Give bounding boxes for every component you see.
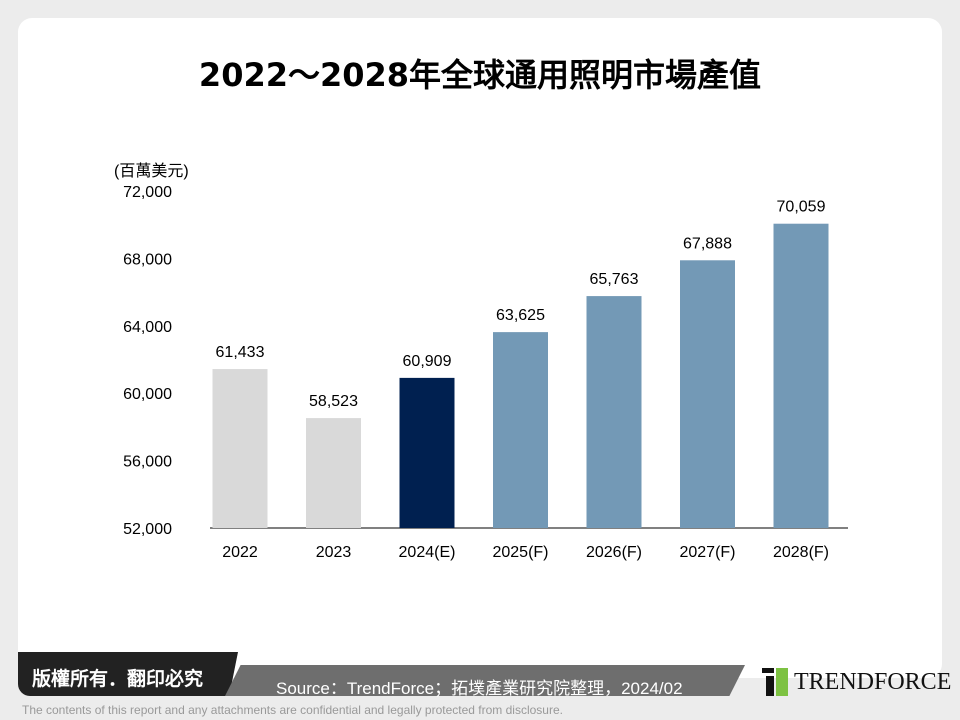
bar-2025(F) xyxy=(493,332,548,528)
bar-2023 xyxy=(306,418,361,528)
source-text: Source：TrendForce；拓墣產業研究院整理，2024/02 xyxy=(276,679,683,698)
y-tick-label: 64,000 xyxy=(123,319,172,336)
bar-chart: (百萬美元) 52,000 56,000 60,000 64,000 68,000 72,… xyxy=(114,162,848,561)
bar-2022 xyxy=(212,369,268,528)
copyright-banner xyxy=(18,652,238,696)
chart-title: 2022～2028年全球通用照明市場產值 xyxy=(198,56,762,94)
y-tick-label: 56,000 xyxy=(123,454,172,471)
x-tick-label: 2028(F) xyxy=(773,544,829,561)
trendforce-logo: TRENDFORCE xyxy=(762,668,951,696)
data-label: 65,763 xyxy=(590,271,639,288)
logo-text: TRENDFORCE xyxy=(794,668,952,695)
x-tick-label: 2025(F) xyxy=(492,544,548,561)
copyright-text: 版權所有．翻印必究 xyxy=(32,668,204,690)
source-banner xyxy=(225,665,745,696)
bar-2026(F) xyxy=(586,296,642,528)
bar-2024(E) xyxy=(399,377,455,528)
x-tick-label: 2027(F) xyxy=(679,544,735,561)
bar-2027(F) xyxy=(680,260,735,528)
data-label: 70,059 xyxy=(777,199,826,216)
data-label: 67,888 xyxy=(683,235,732,252)
y-tick-label: 60,000 xyxy=(123,386,172,403)
y-axis-label: (百萬美元) xyxy=(114,162,189,180)
data-label: 58,523 xyxy=(309,393,358,410)
y-tick-label: 72,000 xyxy=(123,184,172,201)
y-tick-label: 68,000 xyxy=(123,251,172,268)
data-label: 60,909 xyxy=(403,353,452,370)
data-label: 63,625 xyxy=(496,307,545,324)
data-label: 61,433 xyxy=(216,344,265,361)
x-tick-label: 2026(F) xyxy=(586,544,642,561)
bar-2028(F) xyxy=(773,223,829,528)
disclaimer: The contents of this report and any atta… xyxy=(22,703,563,717)
trendforce-logo-icon xyxy=(762,668,788,696)
x-tick-label: 2022 xyxy=(222,544,258,561)
y-tick-label: 52,000 xyxy=(123,521,172,538)
x-tick-label: 2024(E) xyxy=(399,544,456,561)
x-tick-label: 2023 xyxy=(316,544,352,561)
